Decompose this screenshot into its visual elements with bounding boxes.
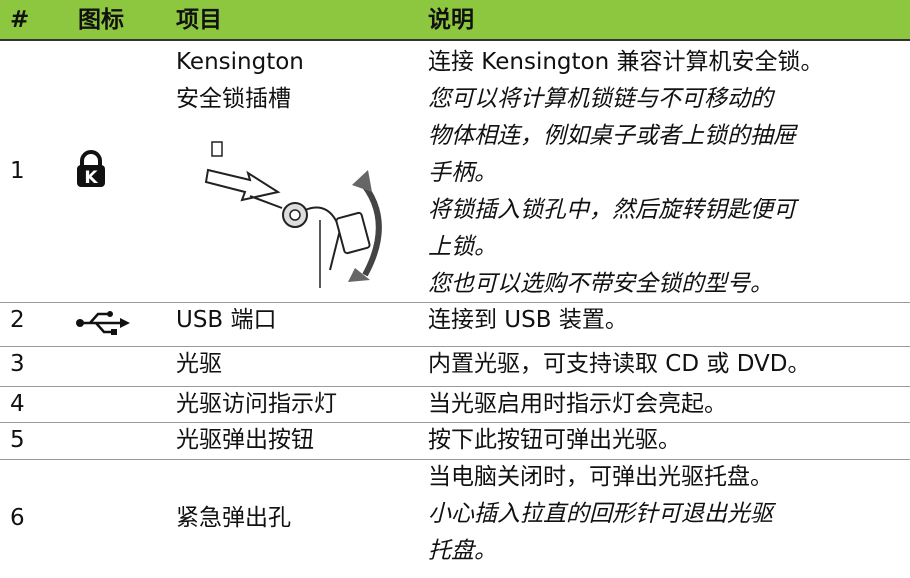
item-text: 光驱访问指示灯 (176, 391, 337, 417)
header-cell: 说明 (428, 7, 474, 33)
description-line: 小心插入拉直的回形针可退出光驱 (428, 501, 773, 527)
description-line: 将锁插入锁孔中，然后旋转钥匙便可 (428, 197, 796, 223)
kensington-icon: K (77, 150, 105, 188)
row-rule (0, 459, 910, 460)
row-number: 2 (10, 307, 25, 333)
row-rule (0, 39, 910, 41)
description-line: 您也可以选购不带安全锁的型号。 (428, 271, 773, 297)
description-line: 按下此按钮可弹出光驱。 (428, 427, 681, 453)
item-text: USB 端口 (176, 307, 277, 333)
row-rule (0, 386, 910, 387)
description-line: 内置光驱，可支持读取 CD 或 DVD。 (428, 351, 811, 377)
description-line: 当光驱启用时指示灯会亮起。 (428, 391, 727, 417)
description-line: 托盘。 (428, 538, 497, 564)
svg-text:K: K (84, 168, 98, 188)
header-cell: 图标 (78, 7, 124, 33)
header-row (0, 0, 910, 40)
description-line: 您可以将计算机锁链与不可移动的 (428, 86, 773, 112)
item-text: 光驱 (176, 351, 222, 377)
header-cell: 项目 (176, 7, 222, 33)
header-cell: # (10, 7, 30, 33)
item-text: 紧急弹出孔 (176, 505, 291, 531)
item-text: 安全锁插槽 (176, 86, 291, 112)
row-number: 1 (10, 157, 25, 184)
row-rule (0, 302, 910, 303)
lock-illustration (204, 141, 382, 288)
row-rule (0, 422, 910, 423)
description-line: 上锁。 (428, 234, 497, 260)
item-text: Kensington (176, 49, 304, 75)
usb-icon (76, 311, 130, 335)
description-line: 连接 Kensington 兼容计算机安全锁。 (428, 49, 824, 75)
description-line: 当电脑关闭时，可弹出光驱托盘。 (428, 464, 773, 490)
description-line: 连接到 USB 装置。 (428, 307, 628, 333)
row-rule (0, 346, 910, 347)
row-number: 6 (10, 505, 25, 531)
description-line: 手柄。 (428, 160, 497, 186)
row-number: 3 (10, 351, 25, 377)
row-number: 5 (10, 427, 25, 453)
row-number: 4 (10, 391, 25, 417)
item-text: 光驱弹出按钮 (176, 427, 314, 453)
description-line: 物体相连，例如桌子或者上锁的抽屉 (428, 123, 796, 149)
